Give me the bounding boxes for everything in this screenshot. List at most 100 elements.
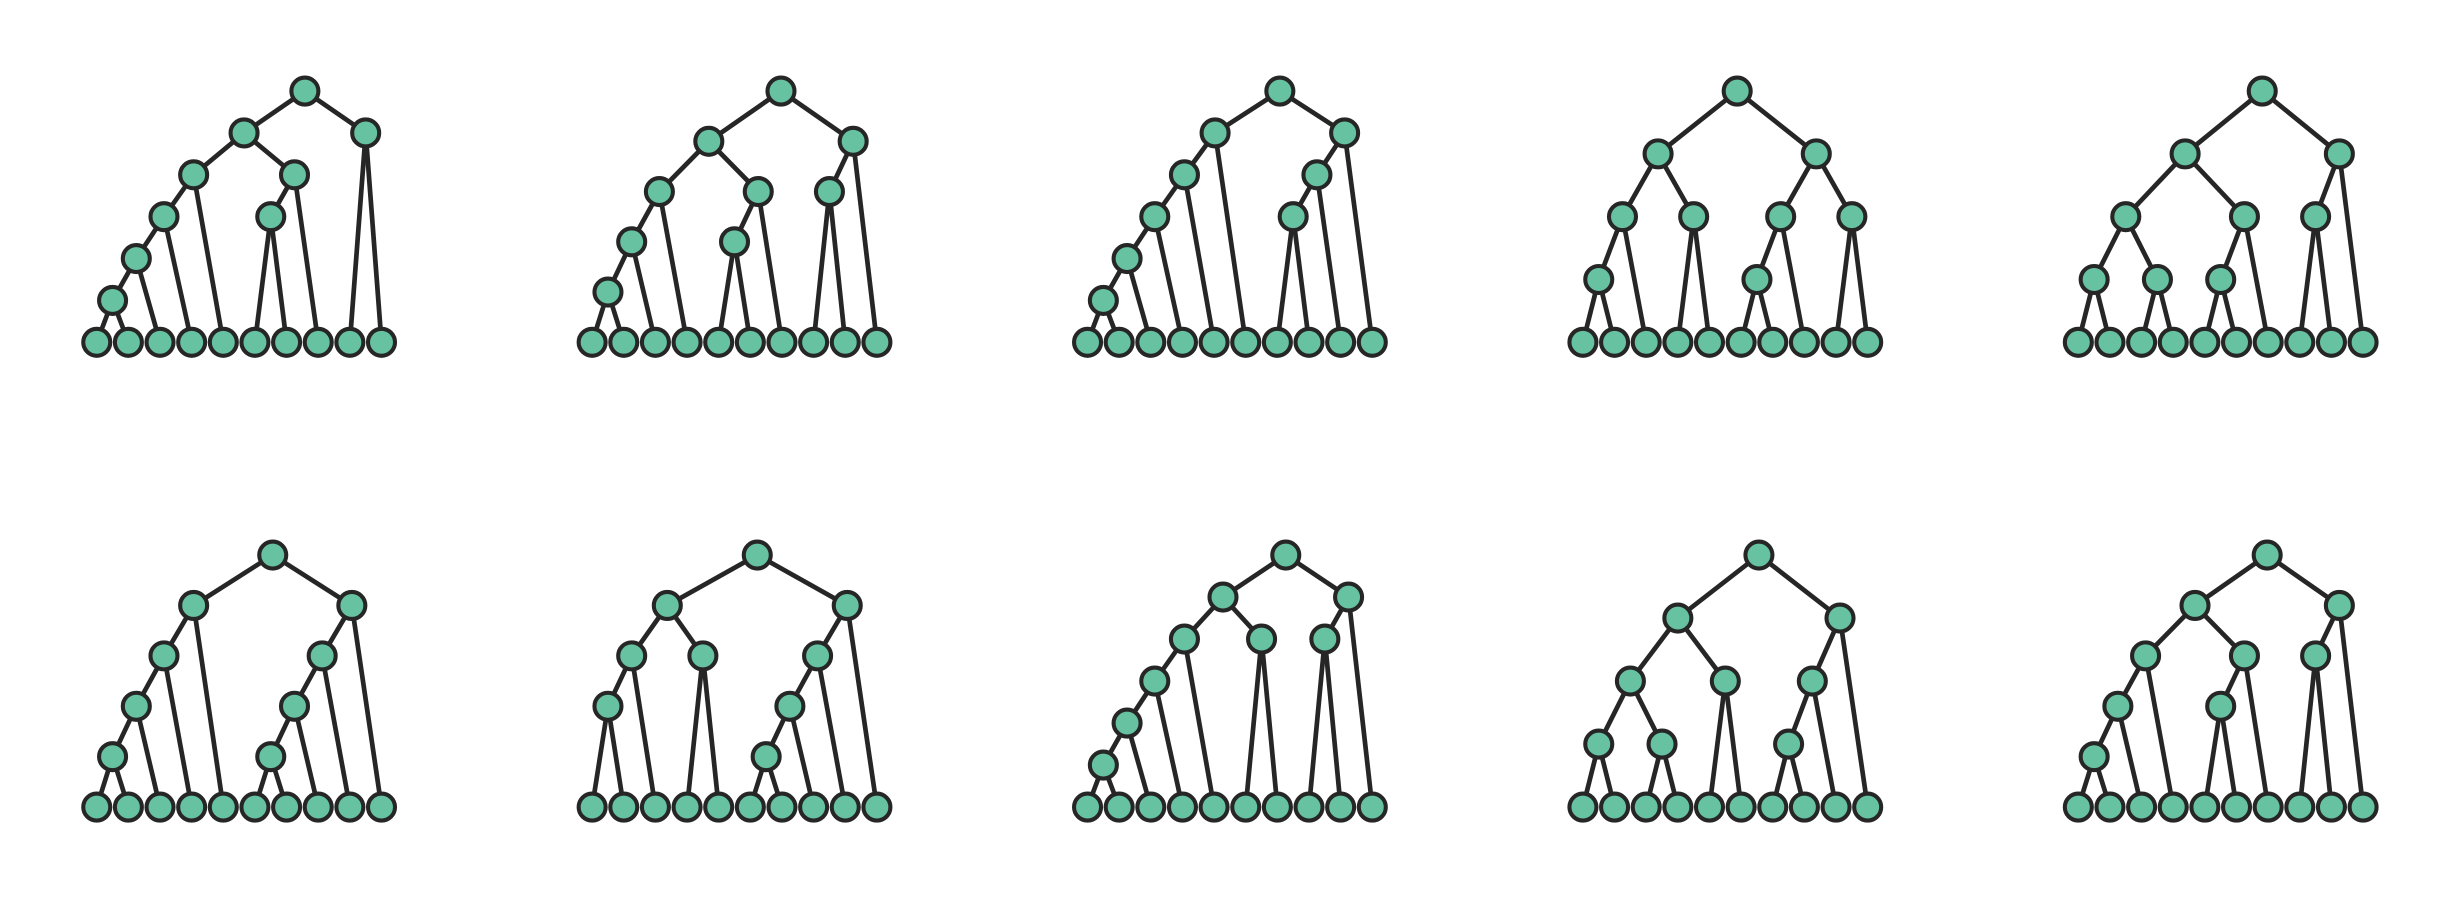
tree-node bbox=[798, 791, 830, 823]
tree-node bbox=[278, 159, 311, 191]
tree-node bbox=[1246, 623, 1278, 655]
tree-edge bbox=[666, 553, 759, 608]
tree-node bbox=[1662, 602, 1694, 634]
tree-node bbox=[1836, 201, 1868, 233]
tree-node bbox=[255, 741, 287, 773]
tree-node bbox=[1103, 326, 1135, 358]
tree-node bbox=[2251, 539, 2283, 571]
tree-node bbox=[2078, 741, 2110, 773]
tree-node bbox=[703, 326, 735, 358]
tree-edge bbox=[1182, 174, 1217, 343]
tree-node bbox=[271, 326, 303, 358]
tree-node bbox=[2300, 640, 2332, 672]
tree-node bbox=[178, 589, 210, 622]
tree-edge bbox=[2218, 705, 2239, 808]
tree-edge bbox=[827, 191, 848, 343]
tree-edge bbox=[2313, 655, 2334, 808]
tree-node bbox=[2300, 201, 2332, 233]
tree-edge bbox=[850, 141, 880, 343]
tree-node bbox=[148, 640, 180, 672]
tree bbox=[1567, 539, 1884, 823]
tree-node bbox=[718, 226, 751, 258]
tree-edge bbox=[268, 216, 289, 343]
tree-node bbox=[1852, 326, 1884, 358]
tree-node bbox=[829, 791, 861, 823]
tree-node bbox=[1662, 326, 1694, 358]
tree-node bbox=[643, 176, 675, 208]
tree-nodes bbox=[1071, 75, 1388, 358]
tree-node bbox=[1709, 665, 1741, 697]
tree-node bbox=[1111, 707, 1143, 739]
tree-edge bbox=[844, 605, 880, 808]
tree-node bbox=[1261, 326, 1293, 358]
tree-edge bbox=[2313, 216, 2334, 343]
tree-edge bbox=[1656, 89, 1739, 156]
tree-node bbox=[2157, 791, 2189, 823]
tree-node bbox=[798, 326, 830, 358]
tree-edge bbox=[2260, 89, 2341, 156]
tree bbox=[2062, 75, 2379, 358]
tree-node bbox=[1583, 728, 1615, 760]
tree-node bbox=[1820, 326, 1852, 358]
tree bbox=[2062, 539, 2379, 823]
tree-node bbox=[2284, 326, 2316, 358]
tree-node bbox=[271, 791, 303, 823]
tree-edge bbox=[2242, 655, 2271, 808]
tree-node bbox=[766, 791, 798, 823]
tree-node bbox=[1087, 749, 1119, 781]
tree-node bbox=[802, 640, 834, 672]
tree-node bbox=[228, 117, 260, 149]
tree-edge bbox=[1212, 132, 1249, 343]
tree-node bbox=[2078, 263, 2110, 296]
tree-node bbox=[2126, 791, 2158, 823]
tree-node bbox=[2220, 791, 2253, 823]
tree-node bbox=[2347, 326, 2379, 358]
tree-node bbox=[750, 741, 782, 773]
tree-edge bbox=[629, 655, 658, 808]
tree-edges bbox=[589, 553, 880, 808]
tree-nodes bbox=[1567, 539, 1884, 823]
tree-node bbox=[1356, 326, 1388, 358]
tree-node bbox=[2130, 640, 2162, 672]
tree-node bbox=[1743, 539, 1775, 571]
tree-edge bbox=[292, 174, 321, 343]
tree-edge bbox=[700, 655, 722, 808]
tree-node bbox=[616, 226, 648, 258]
tree-node bbox=[592, 690, 624, 722]
tree-node bbox=[2110, 201, 2142, 233]
tree-node bbox=[2246, 75, 2278, 107]
tree-node bbox=[2126, 326, 2158, 358]
tree-node bbox=[734, 326, 766, 358]
tree-node bbox=[2315, 791, 2347, 823]
tree-node bbox=[97, 741, 129, 773]
tree-node bbox=[289, 75, 321, 107]
tree-node bbox=[1757, 326, 1789, 358]
tree-node bbox=[1139, 201, 1171, 233]
tree-edge bbox=[252, 216, 274, 343]
tree-edge bbox=[319, 655, 353, 808]
tree-node bbox=[1277, 201, 1309, 233]
tree-node bbox=[1325, 326, 1357, 358]
tree-node bbox=[81, 791, 113, 823]
tree-node bbox=[1325, 791, 1357, 823]
tree-node bbox=[576, 791, 608, 823]
tree-node bbox=[2205, 263, 2237, 296]
tree-node bbox=[148, 201, 180, 233]
tree-node bbox=[831, 589, 863, 622]
tree-edge bbox=[755, 191, 785, 343]
tree-node bbox=[576, 326, 608, 358]
tree-edge bbox=[1290, 216, 1312, 343]
tree-node bbox=[1614, 665, 1646, 697]
tree-node bbox=[1567, 791, 1599, 823]
tree-node bbox=[1583, 263, 1615, 296]
tree-node bbox=[1301, 159, 1333, 191]
tree-node bbox=[1309, 623, 1341, 655]
tree-edge bbox=[1833, 216, 1855, 343]
tree-node bbox=[2062, 791, 2094, 823]
tree-edge bbox=[605, 705, 627, 808]
tree-edge bbox=[1810, 680, 1839, 808]
tree-node bbox=[302, 326, 334, 358]
tree-edge bbox=[2337, 153, 2366, 343]
tree-edge bbox=[1322, 638, 1344, 808]
tree-node bbox=[239, 791, 271, 823]
